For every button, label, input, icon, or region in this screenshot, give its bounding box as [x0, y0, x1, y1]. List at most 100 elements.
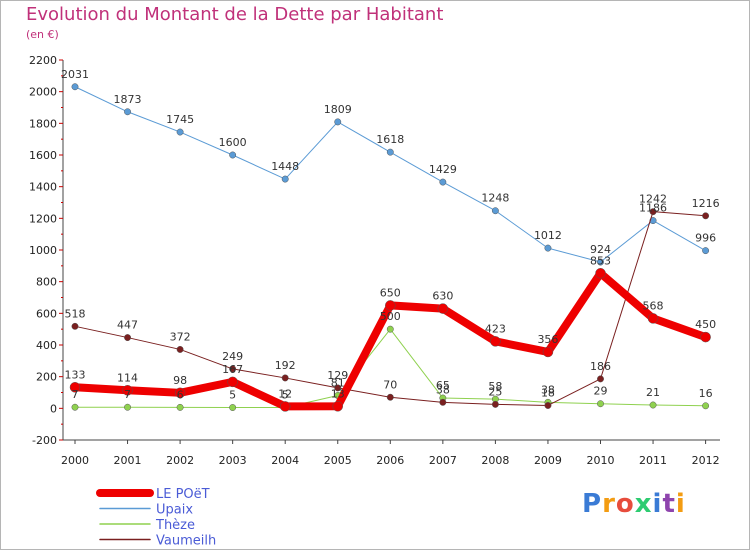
data-point	[491, 207, 499, 215]
logo-letter: i	[652, 489, 663, 519]
x-tick-label: 2000	[61, 454, 89, 467]
data-label: 1618	[376, 133, 404, 146]
data-label: 1186	[639, 202, 667, 215]
data-point	[385, 300, 396, 311]
data-label: 450	[695, 318, 716, 331]
data-point	[544, 402, 552, 409]
x-tick-label: 2009	[534, 454, 562, 467]
logo-letter: r	[602, 489, 616, 519]
data-point	[439, 178, 447, 186]
data-point	[69, 382, 81, 393]
data-label: 1248	[481, 192, 509, 205]
data-point	[439, 398, 447, 406]
data-label: 1873	[114, 93, 142, 106]
data-point	[279, 401, 291, 412]
data-label: 996	[695, 232, 716, 245]
data-label: 38	[541, 383, 555, 396]
data-label: 29	[594, 385, 608, 398]
x-tick-label: 2001	[114, 454, 142, 467]
data-point	[597, 258, 604, 266]
data-label: 1012	[534, 229, 562, 242]
legend-label: Vaumeilh	[156, 534, 216, 549]
data-point	[71, 83, 79, 91]
x-tick-label: 2010	[587, 454, 615, 467]
data-label: 65	[436, 379, 450, 392]
logo-letter: x	[634, 489, 653, 519]
data-label: 5	[229, 389, 236, 402]
data-point	[124, 334, 132, 342]
data-point	[71, 403, 79, 411]
data-point	[122, 385, 133, 396]
logo-letter: t	[662, 489, 676, 519]
chart-subtitle: (en €)	[26, 28, 59, 41]
y-tick-label: 2000	[29, 86, 57, 99]
data-point	[334, 384, 342, 392]
data-label: 58	[488, 380, 502, 393]
logo-letter: o	[615, 489, 635, 519]
data-point	[597, 400, 604, 408]
data-point	[544, 244, 552, 252]
data-label: 13	[331, 387, 345, 400]
data-label: 630	[432, 290, 453, 303]
data-point	[595, 268, 606, 279]
y-tick-label: 1000	[29, 244, 57, 257]
proxiti-logo: Proxiti	[582, 489, 686, 519]
data-point	[700, 331, 711, 343]
data-point	[174, 387, 186, 399]
data-label: 1429	[429, 163, 457, 176]
data-point	[281, 175, 289, 183]
y-tick-label: 1600	[29, 149, 57, 162]
data-point	[124, 403, 132, 411]
logo-letter: i	[675, 489, 686, 519]
data-point	[281, 374, 289, 382]
data-label: 12	[278, 387, 292, 400]
data-label: 568	[643, 299, 664, 312]
data-label: 1448	[271, 160, 299, 173]
y-tick-label: 600	[36, 307, 57, 320]
data-point	[702, 402, 710, 410]
data-label: 6	[177, 388, 184, 401]
data-point	[71, 322, 79, 330]
data-point	[702, 247, 710, 255]
data-label: 5	[282, 389, 289, 402]
data-label: 650	[380, 286, 401, 299]
data-point	[386, 393, 394, 401]
data-label: 21	[646, 386, 660, 399]
x-tick-label: 2011	[639, 454, 667, 467]
data-point	[227, 376, 238, 388]
data-label: 2031	[61, 68, 89, 81]
y-tick-label: 2200	[29, 54, 57, 67]
x-tick-label: 2003	[219, 454, 247, 467]
data-label: 853	[590, 254, 611, 267]
data-point	[702, 212, 710, 220]
data-label: 16	[699, 387, 713, 400]
y-tick-label: 1400	[29, 181, 57, 194]
y-tick-label: 800	[36, 276, 57, 289]
data-point	[176, 403, 184, 411]
y-tick-label: 0	[50, 402, 57, 415]
data-label: 447	[117, 319, 138, 332]
data-point	[229, 151, 237, 159]
data-point	[647, 313, 659, 324]
x-tick-label: 2012	[692, 454, 720, 467]
data-label: 167	[222, 363, 243, 376]
logo-letter: P	[582, 489, 603, 519]
data-label: 7	[72, 388, 79, 401]
data-label: 186	[590, 360, 611, 373]
data-label: 1242	[639, 193, 667, 206]
data-label: 500	[380, 310, 401, 323]
data-label: 1216	[692, 197, 720, 210]
x-tick-label: 2008	[481, 454, 509, 467]
data-point	[124, 108, 132, 116]
data-point	[176, 128, 184, 136]
y-tick-label: 1800	[29, 117, 57, 130]
data-label: 133	[65, 368, 86, 381]
data-point	[542, 346, 554, 358]
data-label: 129	[327, 369, 348, 382]
axes: -200 0 200 400 600 800 1000 1200 1400 1600 1800 200…	[29, 54, 720, 467]
legend-label: LE POëT	[156, 487, 210, 502]
data-point	[386, 148, 394, 156]
data-point	[437, 303, 449, 314]
data-label: 356	[537, 333, 558, 346]
